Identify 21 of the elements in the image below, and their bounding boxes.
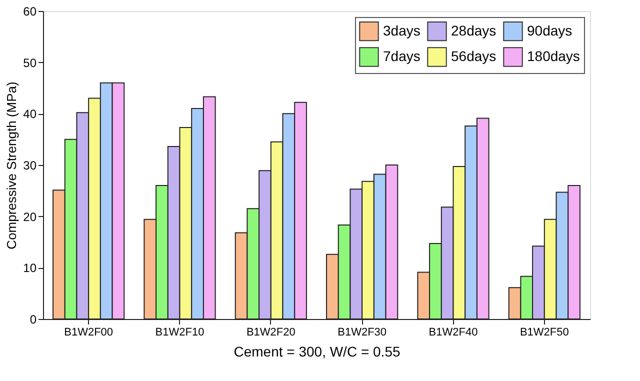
x-tick-label: B1W2F00 — [64, 326, 114, 338]
legend-label: 3days — [383, 22, 420, 38]
y-tick-label: 60 — [23, 4, 37, 18]
legend-label: 7days — [383, 48, 420, 64]
x-tick-label: B1W2F30 — [338, 326, 387, 338]
y-tick-label: 30 — [23, 158, 37, 172]
y-tick-label: 20 — [23, 210, 37, 224]
x-axis-title: Cement = 300, W/C = 0.55 — [234, 344, 400, 360]
y-tick-label: 40 — [23, 107, 37, 122]
y-axis-title: Compressive Strength (MPa) — [4, 82, 20, 250]
x-tick-label: B1W2F40 — [428, 326, 478, 338]
y-tick-label: 0 — [30, 312, 37, 326]
legend-label: 180days — [527, 48, 580, 64]
legend-label: 90days — [527, 22, 572, 38]
x-tick-label: B1W2F50 — [520, 326, 569, 338]
legend-label: 56days — [451, 48, 496, 64]
y-tick-label: 50 — [23, 56, 37, 70]
x-tick-label: B1W2F10 — [155, 326, 204, 338]
x-tick-label: B1W2F20 — [246, 326, 296, 338]
y-tick-label: 10 — [23, 261, 37, 276]
legend-label: 28days — [451, 22, 496, 38]
